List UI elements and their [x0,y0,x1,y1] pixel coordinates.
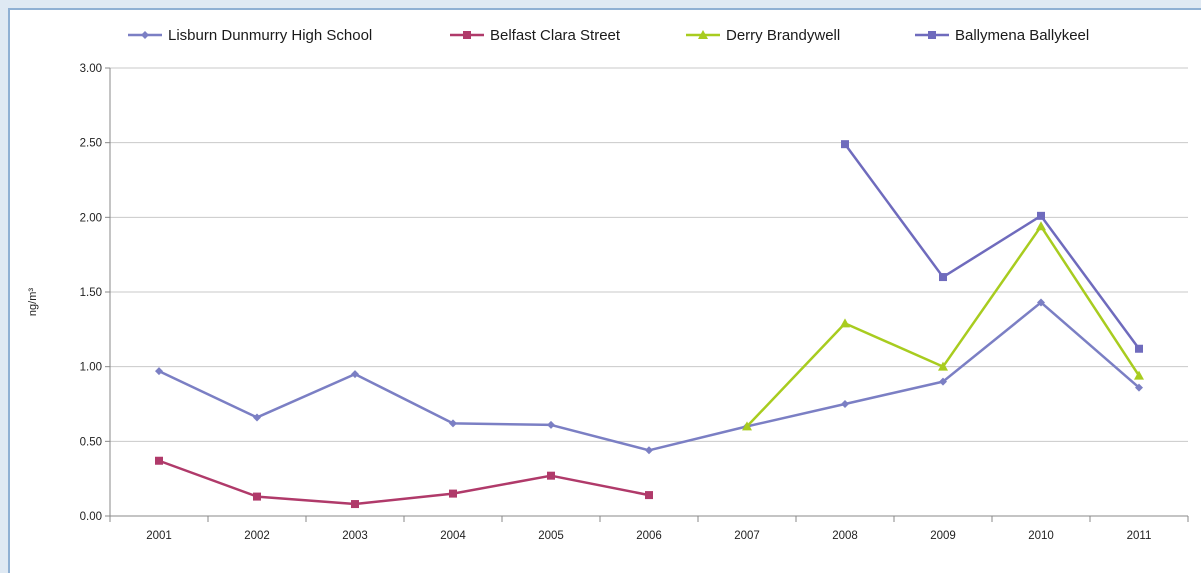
y-tick-label: 0.00 [80,511,102,523]
y-tick-label: 3.00 [80,63,102,75]
legend-label: Lisburn Dunmurry High School [168,27,372,44]
data-point [253,492,261,501]
data-point [351,370,359,379]
axes [109,68,1189,522]
gridlines [105,67,1188,517]
x-tick-label: 2007 [734,530,760,542]
series-line [843,143,1141,350]
y-tick-labels: 0.00 0.50 1.00 1.50 2.00 2.50 3.00 [80,63,102,523]
legend-label: Ballymena Ballykeel [955,27,1089,44]
x-tick-label: 2006 [636,530,662,542]
data-point [449,489,457,498]
series-1 [155,456,653,509]
legend-item: Ballymena Ballykeel [915,27,1089,44]
data-point [155,456,163,465]
legend-item: Derry Brandywell [686,27,840,44]
series-0 [155,298,1143,455]
data-point [547,420,555,429]
chart-frame: Lisburn Dunmurry High School Belfast Clar… [8,8,1201,573]
x-tick-label: 2009 [930,530,956,542]
x-tick-label: 2011 [1127,530,1152,542]
legend-swatch-marker [141,31,149,39]
x-tick-label: 2008 [832,530,858,542]
y-tick-label: 1.50 [80,287,102,299]
data-point [939,377,947,386]
legend: Lisburn Dunmurry High School Belfast Clar… [128,27,1089,44]
data-point [840,318,850,328]
y-tick-label: 0.50 [80,436,102,448]
y-axis-label: ng/m³ [27,288,39,316]
legend-item: Belfast Clara Street [450,27,621,44]
legend-swatch-marker [928,31,936,39]
x-tick-label: 2003 [342,530,368,542]
legend-label: Derry Brandywell [726,27,840,44]
data-point [1037,211,1045,220]
series-group [155,140,1144,509]
data-point [449,419,457,428]
x-tick-label: 2010 [1028,530,1054,542]
data-point [1135,344,1143,353]
series-line [158,301,1140,452]
data-point [351,500,359,509]
data-point [645,491,653,500]
legend-item: Lisburn Dunmurry High School [128,27,372,44]
data-point [1036,221,1046,231]
data-point [1037,298,1045,307]
y-tick-label: 2.00 [80,212,102,224]
legend-label: Belfast Clara Street [490,27,621,44]
line-chart: Lisburn Dunmurry High School Belfast Clar… [27,27,1189,542]
data-point [841,400,849,408]
y-tick-label: 2.50 [80,138,102,150]
legend-swatch-marker [463,31,471,39]
x-tick-label: 2005 [538,530,564,542]
data-point [742,421,752,431]
data-point [1135,383,1143,392]
data-point [645,446,653,455]
series-line [746,225,1141,428]
series-line [158,459,650,506]
y-tick-label: 1.00 [80,362,102,374]
x-tick-labels: 2001 2002 2003 2004 2005 2006 2007 2008 2009 2010… [146,530,1151,542]
data-point [938,361,948,371]
data-point [155,367,163,376]
series-3 [841,140,1143,353]
x-tick-label: 2001 [146,530,172,542]
data-point [253,413,261,422]
legend-swatch-marker [698,30,708,39]
data-point [1134,370,1144,380]
data-point [547,471,555,480]
data-point [841,140,849,149]
series-2 [742,221,1144,431]
x-tick-label: 2002 [244,530,270,542]
x-tick-label: 2004 [440,530,466,542]
data-point [939,273,947,282]
